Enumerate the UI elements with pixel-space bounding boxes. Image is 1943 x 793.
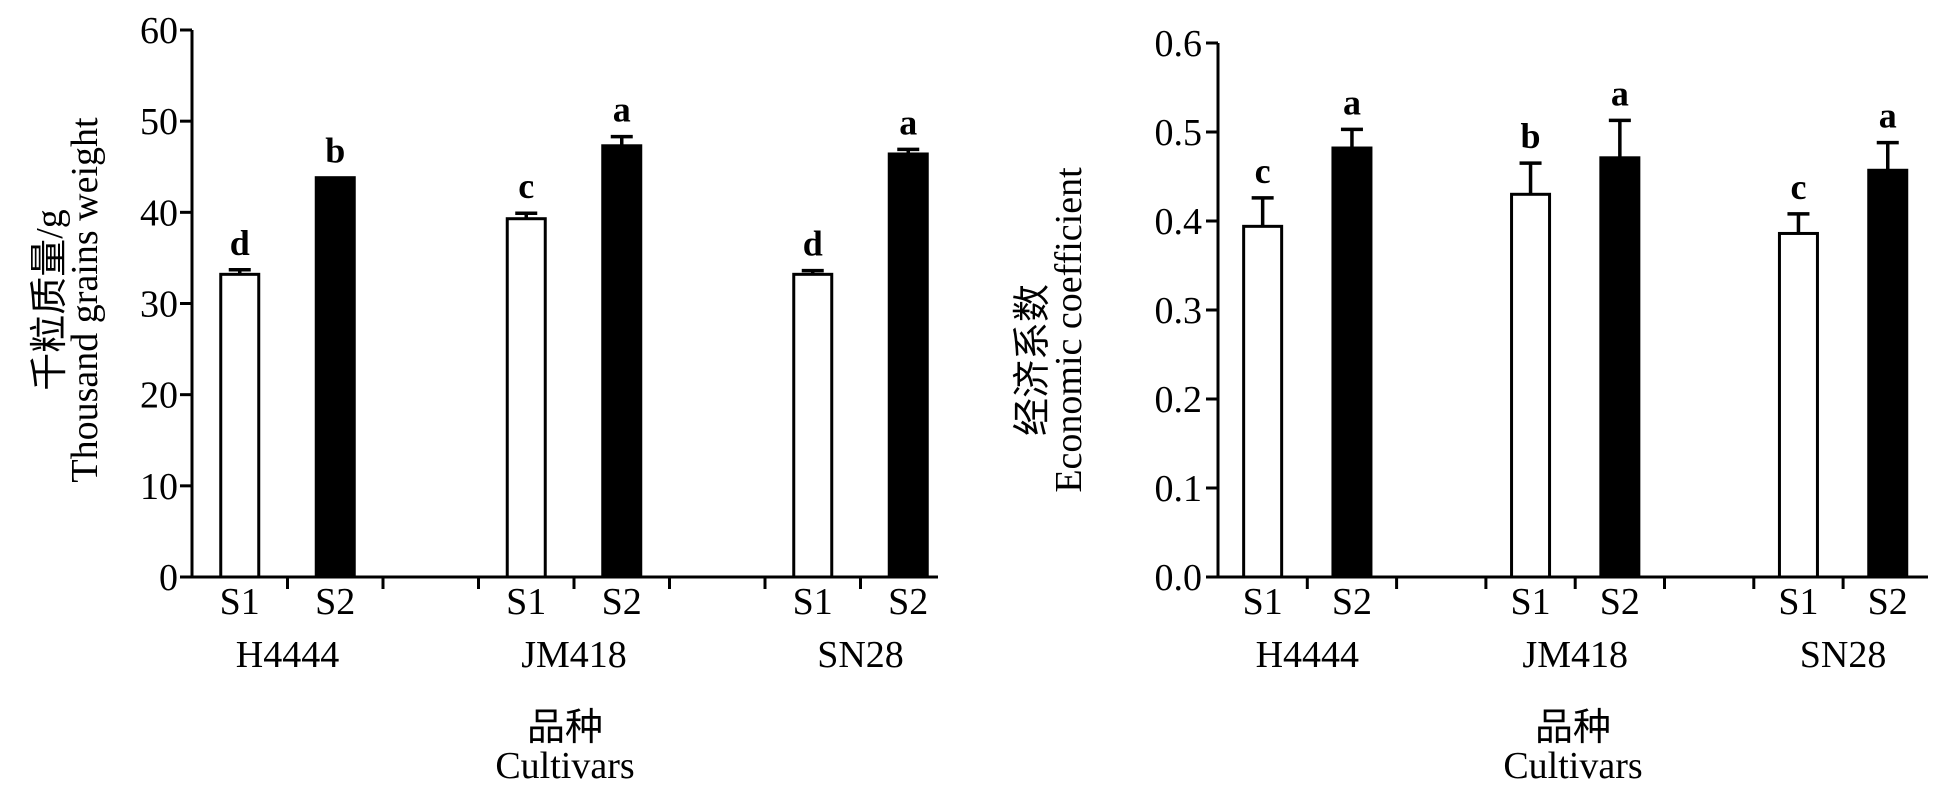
y-tick-label: 0.1 [1155, 468, 1203, 510]
significance-letter: d [230, 223, 250, 263]
significance-letter: a [1343, 82, 1361, 122]
significance-letter: c [518, 166, 534, 206]
significance-letter: a [899, 102, 917, 142]
bar [1331, 146, 1373, 579]
x-tick-label: S2 [602, 581, 642, 623]
bar [1867, 168, 1909, 579]
y-tick-label: 0.6 [1155, 23, 1203, 65]
y-tick-label: 50 [140, 101, 178, 143]
group-label: JM418 [521, 634, 627, 676]
significance-letter: c [1790, 167, 1806, 207]
significance-letter: a [613, 90, 631, 130]
group-label: JM418 [1522, 634, 1628, 676]
bar [1777, 231, 1819, 579]
y-tick-label: 0.5 [1155, 112, 1203, 154]
significance-letter: a [1611, 73, 1629, 113]
group-label: H4444 [1256, 634, 1359, 676]
x-axis-title: Cultivars [495, 745, 634, 787]
significance-letter: b [1521, 116, 1541, 156]
x-tick-label: S2 [1868, 581, 1908, 623]
x-tick-label: S2 [1332, 581, 1372, 623]
group-label: SN28 [1800, 634, 1887, 676]
x-tick-label: S1 [1510, 581, 1550, 623]
y-tick-label: 60 [140, 10, 178, 52]
x-axis-title: 品种 [527, 707, 603, 749]
bar-chart-left: 0 10 20 30 40 50 60 d S1 b S2 H4444 c S1 a S2 JM418 d S1 a S… [29, 10, 938, 787]
bar [1242, 224, 1284, 579]
y-axis-title: Economic coefficient [1048, 167, 1090, 493]
significance-letter: c [1255, 151, 1271, 191]
x-tick-label: S1 [506, 581, 546, 623]
bar [887, 152, 929, 579]
x-axis-title: Cultivars [1503, 745, 1642, 787]
bar [219, 272, 261, 579]
x-tick-label: S2 [315, 581, 355, 623]
x-tick-label: S2 [888, 581, 928, 623]
bar [601, 144, 643, 579]
bar [314, 176, 356, 579]
x-tick-label: S1 [1243, 581, 1283, 623]
y-axis-title: 经济系数 [1012, 284, 1054, 436]
x-axis-title: 品种 [1535, 707, 1611, 749]
significance-letter: d [803, 224, 823, 264]
y-tick-label: 10 [140, 466, 178, 508]
bar [792, 272, 834, 579]
x-tick-label: S1 [220, 581, 260, 623]
y-tick-label: 20 [140, 375, 178, 417]
y-axis-title: 千粒质量/g [29, 209, 71, 391]
y-tick-label: 0 [159, 557, 178, 599]
y-tick-label: 0.3 [1155, 290, 1203, 332]
bar [1599, 156, 1641, 579]
y-tick-label: 30 [140, 284, 178, 326]
x-tick-label: S1 [793, 581, 833, 623]
group-label: H4444 [236, 634, 339, 676]
bar-chart-right: 0.0 0.1 0.2 0.3 0.4 0.5 0.6 c S1 a S2 H4444 b S1 a S2 JM… [1012, 23, 1928, 787]
bar [1510, 192, 1552, 579]
y-tick-label: 40 [140, 192, 178, 234]
y-tick-label: 0.4 [1155, 201, 1203, 243]
y-tick-label: 0.2 [1155, 379, 1203, 421]
significance-letter: b [325, 131, 345, 171]
y-tick-label: 0.0 [1155, 557, 1203, 599]
x-tick-label: S2 [1600, 581, 1640, 623]
bar [505, 217, 547, 579]
group-label: SN28 [817, 634, 904, 676]
significance-letter: a [1879, 96, 1897, 136]
y-axis-title: Thousand grains weight [64, 117, 106, 483]
x-tick-label: S1 [1778, 581, 1818, 623]
